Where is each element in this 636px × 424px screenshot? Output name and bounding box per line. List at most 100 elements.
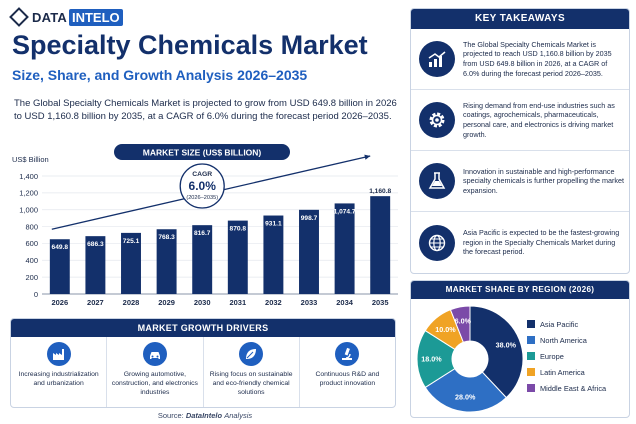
source-name: DataIntelo (185, 411, 223, 420)
brand-name-part1: DATA (32, 9, 67, 25)
brand-logo: DATA INTELO (9, 7, 123, 27)
bar (299, 209, 319, 294)
x-tick-label: 2027 (87, 298, 104, 307)
takeaway-text: Rising demand from end-use industries su… (463, 100, 615, 139)
key-takeaways-panel: KEY TAKEAWAYS The Global Specialty Chemi… (410, 8, 630, 274)
bar-value-label: 725.1 (123, 238, 140, 245)
driver-item-automotive: Growing automotive, construction, and el… (107, 337, 204, 407)
cagr-value: 6.0% (189, 179, 217, 193)
pie-slice-label: 10.0% (435, 325, 456, 334)
driver-item-rnd: Continuous R&D and product innovation (300, 337, 395, 407)
y-tick-label: 800 (25, 222, 38, 231)
legend-swatch (527, 384, 535, 392)
legend-swatch (527, 320, 535, 328)
driver-text: Rising focus on sustainable and eco-frie… (209, 371, 293, 396)
legend-label: Asia Pacific (540, 319, 579, 329)
legend-item: Middle East & Africa (527, 380, 606, 396)
pie-slice-label: 38.0% (496, 340, 517, 349)
bar (192, 225, 213, 294)
source-label: Source: (157, 411, 184, 420)
pie-slice (449, 305, 471, 343)
legend-swatch (527, 336, 535, 344)
bar (121, 232, 141, 294)
takeaway-item: Innovation in sustainable and high-perfo… (411, 151, 629, 212)
pie-slice (424, 367, 507, 413)
legend-label: Latin America (540, 367, 585, 377)
y-tick-label: 1,200 (19, 189, 38, 198)
source-suffix: Analysis (224, 411, 253, 420)
legend-swatch (527, 352, 535, 360)
y-tick-label: 0 (34, 290, 38, 299)
diamond-logo-icon (9, 7, 29, 27)
bar-value-label: 816.7 (194, 230, 211, 237)
page-subtitle: Size, Share, and Growth Analysis 2026–20… (12, 67, 308, 83)
takeaway-item: Asia Pacific is expected to be the faste… (411, 212, 629, 273)
y-tick-label: 400 (25, 256, 38, 265)
market-share-donut-chart: 38.0% 28.0% 18.0% 10.0%6.0% (416, 305, 524, 413)
x-tick-label: 2028 (123, 298, 140, 307)
legend-item: Latin America (527, 364, 606, 380)
pie-slice-label: 6.0% (455, 317, 472, 326)
bar (263, 215, 284, 294)
key-takeaways-header: KEY TAKEAWAYS (411, 9, 629, 29)
bar (370, 196, 391, 294)
legend-label: Europe (540, 351, 564, 361)
growth-chart-icon (419, 41, 455, 77)
chart-title-pill: MARKET SIZE (US$ BILLION) (114, 144, 290, 160)
bar-value-label: 870.8 (230, 226, 247, 233)
x-tick-label: 2035 (372, 298, 389, 307)
bar (227, 220, 248, 294)
x-tick-label: 2034 (336, 298, 354, 307)
pie-slice-label: 18.0% (421, 355, 442, 364)
microscope-icon (335, 342, 360, 366)
globe-icon (419, 224, 455, 261)
takeaway-text: Innovation in sustainable and high-perfo… (463, 166, 624, 195)
pie-slice-label: 28.0% (455, 393, 476, 402)
bar-value-label: 686.3 (87, 241, 104, 248)
brand-name-part2: INTELO (68, 8, 123, 26)
factory-icon (46, 342, 71, 366)
takeaway-item: The Global Specialty Chemicals Market is… (411, 29, 629, 90)
x-tick-label: 2032 (265, 298, 282, 307)
source-note: Source: DataIntelo Analysis (0, 411, 410, 420)
legend-item: North America (527, 332, 606, 348)
y-tick-label: 1,400 (19, 172, 38, 181)
market-size-chart: MARKET SIZE (US$ BILLION) US$ Billion 0 200… (12, 144, 398, 307)
legend-swatch (527, 368, 535, 376)
cagr-period: (2026–2035) (186, 195, 218, 201)
page-title: Specialty Chemicals Market (12, 30, 368, 60)
y-tick-label: 1,000 (19, 206, 38, 215)
x-tick-label: 2026 (51, 298, 68, 307)
bar (156, 229, 177, 294)
driver-text: Growing automotive, construction, and el… (111, 371, 198, 396)
takeaway-text: The Global Specialty Chemicals Market is… (463, 39, 612, 78)
leaf-icon (239, 342, 264, 366)
driver-text: Increasing industrialization and urbaniz… (18, 371, 99, 387)
x-tick-label: 2029 (158, 298, 175, 307)
market-share-legend: Asia Pacific North America Europe Latin Ame… (527, 316, 606, 396)
trend-arrow-head (364, 154, 371, 160)
cagr-label: CAGR (192, 171, 212, 178)
x-tick-label: 2033 (301, 298, 318, 307)
chart-title: MARKET SIZE (US$ BILLION) (143, 148, 262, 158)
bar-value-label: 768.3 (158, 234, 175, 241)
flask-icon (419, 163, 455, 199)
takeaway-item: Rising demand from end-use industries su… (411, 90, 629, 151)
bar (85, 236, 106, 294)
driver-text: Continuous R&D and product innovation (315, 371, 380, 387)
growth-drivers-header: MARKET GROWTH DRIVERS (11, 319, 395, 337)
x-tick-label: 2031 (229, 298, 246, 307)
y-tick-label: 600 (25, 239, 38, 248)
legend-label: North America (540, 335, 587, 345)
y-tick-label: 200 (25, 273, 38, 282)
bar (334, 203, 355, 294)
bar-value-label: 1,074.7 (334, 208, 356, 215)
driver-item-sustainability: Rising focus on sustainable and eco-frie… (204, 337, 300, 407)
growth-drivers-panel: MARKET GROWTH DRIVERS Increasing industr… (10, 318, 396, 408)
bar-value-label: 649.8 (52, 244, 69, 251)
legend-item: Asia Pacific (527, 316, 606, 332)
bar (49, 239, 70, 294)
bar-value-label: 998.7 (301, 215, 318, 222)
intro-paragraph: The Global Specialty Chemicals Market is… (14, 98, 397, 122)
